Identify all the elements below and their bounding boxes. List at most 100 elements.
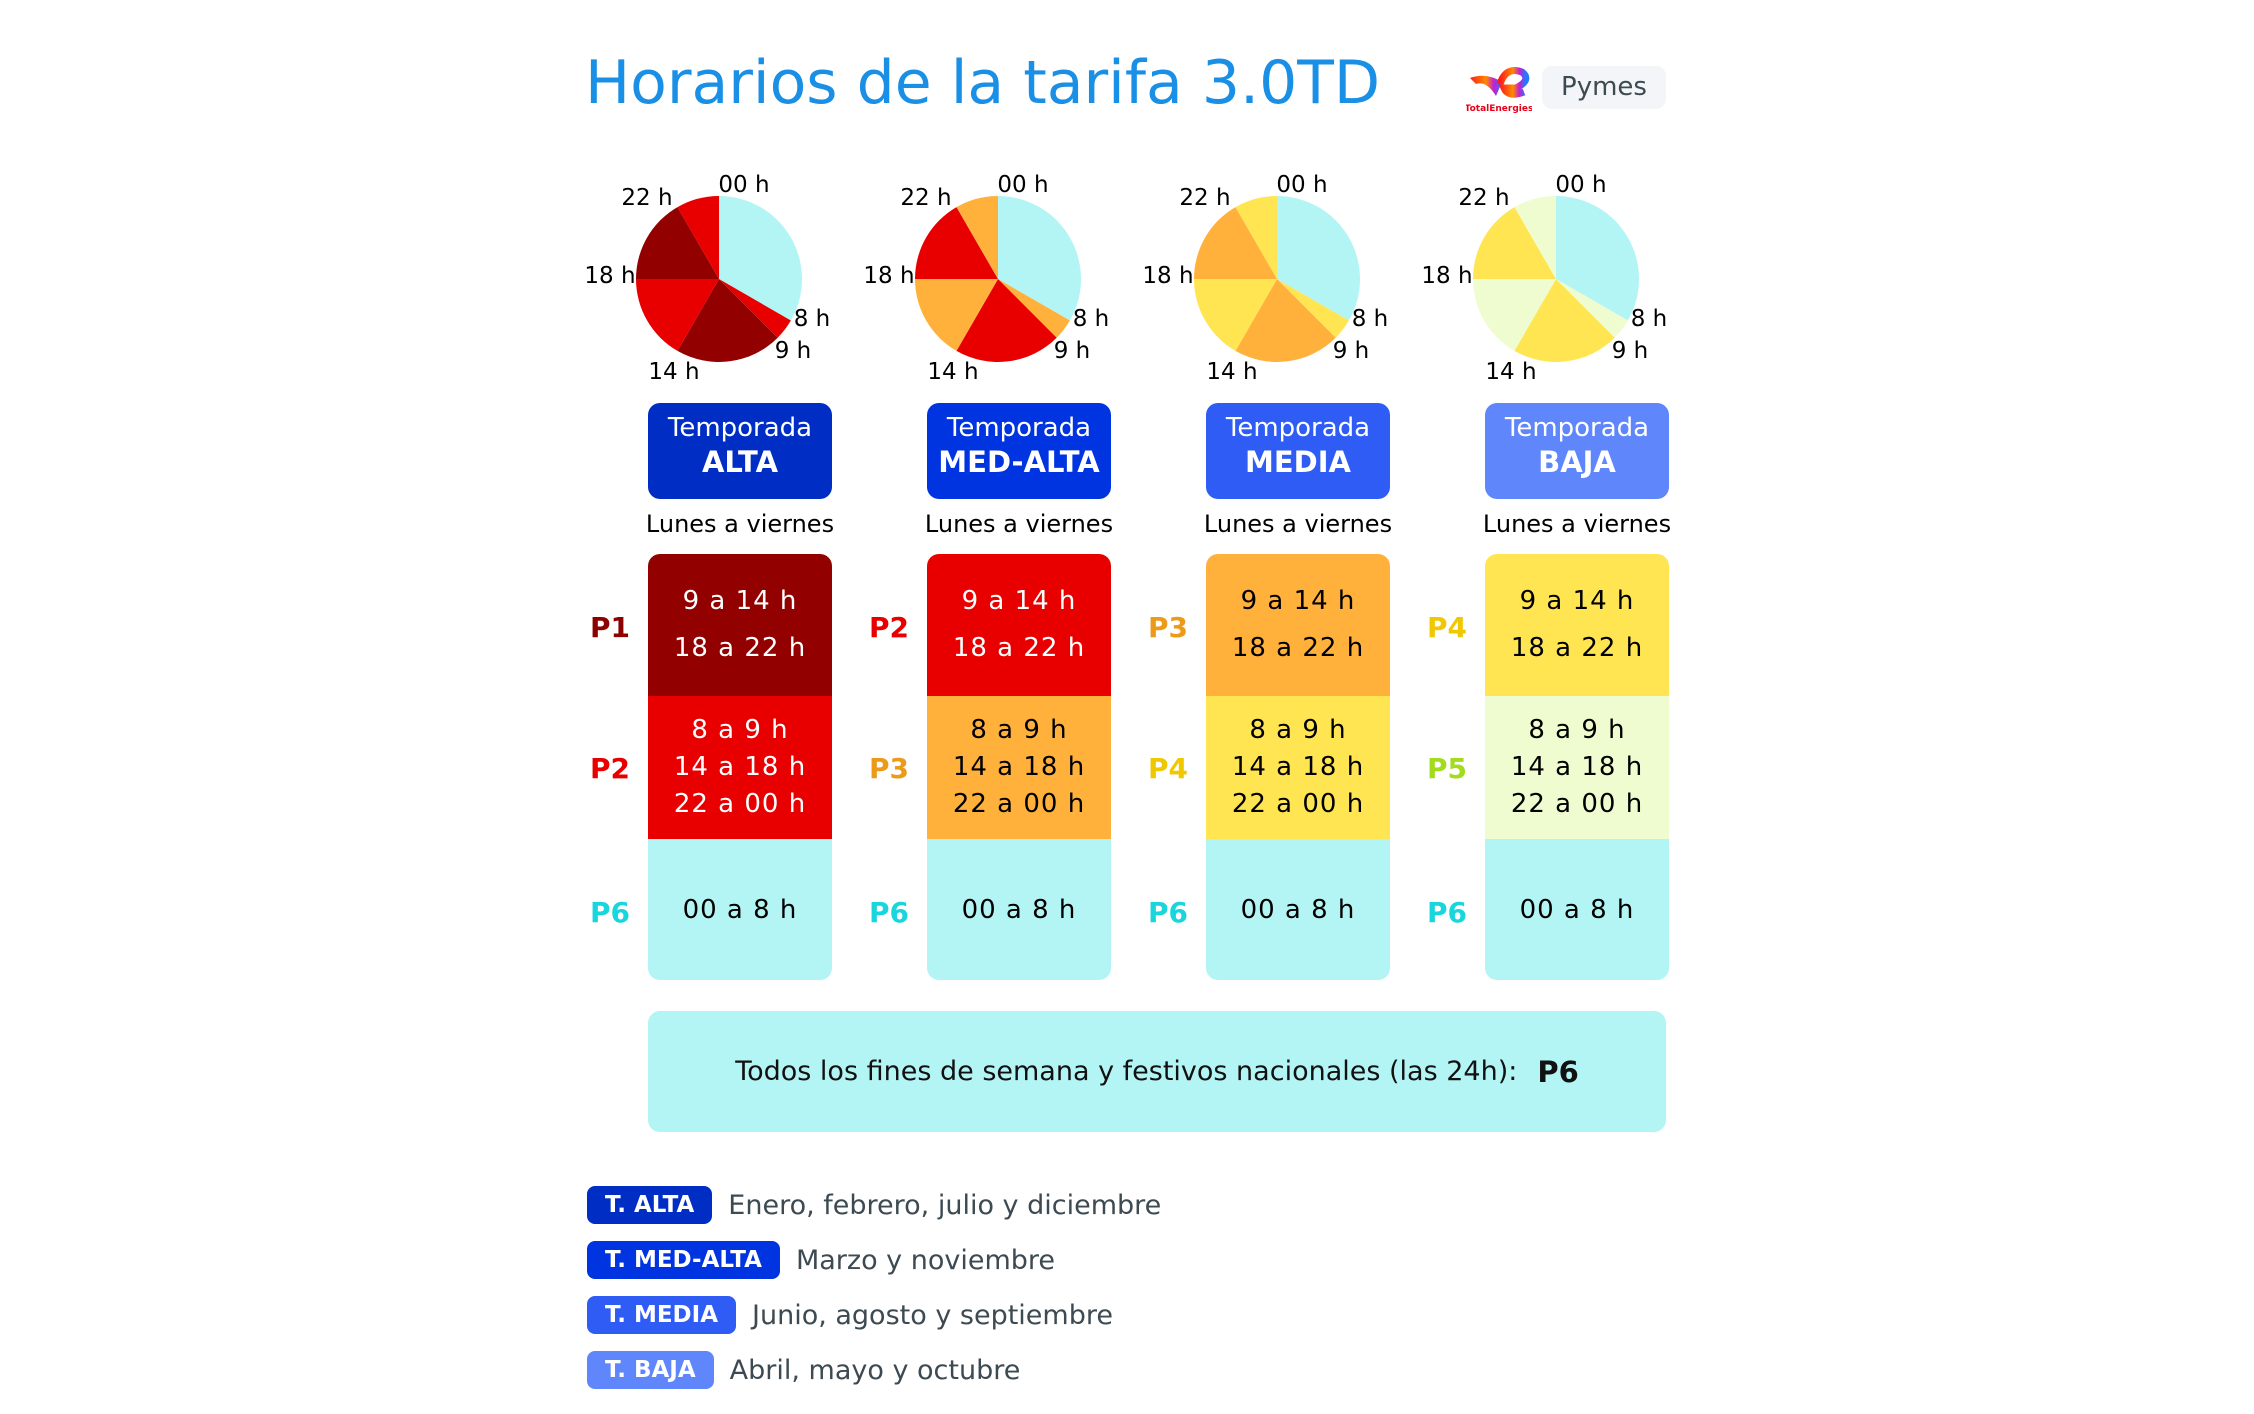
period-segment-p5: 8 a 9 h 14 a 18 h 22 a 00 h [1485, 696, 1669, 839]
period-label: P3 [1148, 611, 1189, 644]
time-range: 9 a 14 h [961, 586, 1077, 616]
pie-hour-label: 8 h [1631, 306, 1668, 332]
pie-hour-label: 00 h [1555, 172, 1606, 198]
time-range: 22 a 00 h [1231, 789, 1365, 819]
schedule-block: 9 a 14 h 18 a 22 h 8 a 9 h 14 a 18 h 22 a 00… [1206, 554, 1390, 980]
pie-slice-p2 [915, 207, 998, 279]
time-range: 8 a 9 h [970, 715, 1068, 745]
season-prefix: Temporada [1504, 413, 1650, 443]
period-label: P4 [1427, 611, 1468, 644]
pie-hour-label: 8 h [1073, 306, 1110, 332]
schedule-pie: 00 h 8 h 9 h 14 h 18 h 22 h [1421, 172, 1667, 385]
period-label: P2 [590, 751, 631, 785]
pie-hour-label: 8 h [794, 306, 831, 332]
period-segment-p6: 00 a 8 h [927, 839, 1111, 980]
legend-item: T. BAJA Abril, mayo y octubre [587, 1351, 1020, 1389]
schedule-pie: 00 h 8 h 9 h 14 h 18 h 22 h [1142, 172, 1388, 385]
pie-hour-label: 22 h [1179, 185, 1230, 211]
pie-slice-p6 [719, 196, 802, 321]
period-segment-p6: 00 a 8 h [1485, 839, 1669, 980]
pie-hour-label: 22 h [1458, 185, 1509, 211]
legend-badge: T. ALTA [587, 1186, 713, 1224]
time-range: 8 a 9 h [1249, 715, 1347, 745]
pie-slice-p1 [636, 207, 719, 279]
time-range: 22 a 00 h [673, 789, 807, 819]
time-range: 14 a 18 h [952, 752, 1086, 782]
legend-badge: T. MED-ALTA [587, 1241, 780, 1279]
legend-item: T. MED-ALTA Marzo y noviembre [587, 1241, 1055, 1279]
pie-slice-p2 [956, 279, 1057, 362]
pie-hour-label: 18 h [1142, 263, 1193, 289]
season-column-alta: 00 h 8 h 9 h 14 h 18 h 22 h Temporada ALTA Lunes… [584, 0, 834, 1000]
pie-hour-label: 00 h [1276, 172, 1327, 198]
pie-hour-label: 18 h [1421, 263, 1472, 289]
page-title: Horarios de la tarifa 3.0TD [585, 48, 1381, 118]
pie-hour-label: 9 h [775, 338, 812, 364]
period-segment-p3: 9 a 14 h 18 a 22 h [1206, 554, 1390, 696]
weekend-period: P6 [1537, 1054, 1579, 1089]
time-range: 14 a 18 h [1510, 752, 1644, 782]
period-label: P2 [869, 611, 910, 644]
period-segment-p2: 9 a 14 h 18 a 22 h [927, 554, 1111, 696]
time-range: 22 a 00 h [1510, 789, 1644, 819]
pie-hour-label: 9 h [1054, 338, 1091, 364]
legend-item: T. MEDIA Junio, agosto y septiembre [587, 1296, 1113, 1334]
pie-slice-p2 [719, 279, 791, 338]
pie-slice-p2 [636, 279, 719, 351]
period-label: P3 [869, 751, 910, 785]
time-range: 18 a 22 h [673, 633, 807, 663]
legend-months: Abril, mayo y octubre [729, 1354, 1021, 1386]
pie-hour-label: 9 h [1333, 338, 1370, 364]
time-range: 18 a 22 h [1231, 633, 1365, 663]
season-name: ALTA [701, 445, 779, 479]
season-badge: Temporada MEDIA [1206, 403, 1390, 499]
weekday-label: Lunes a viernes [1203, 510, 1393, 538]
period-segment-p1: 9 a 14 h 18 a 22 h [648, 554, 832, 696]
pie-hour-label: 00 h [997, 172, 1048, 198]
period-label: P4 [1148, 751, 1189, 785]
season-badge: Temporada MED-ALTA [927, 403, 1111, 499]
period-label: P1 [590, 611, 631, 644]
time-range: 00 a 8 h [1519, 894, 1635, 925]
pie-hour-label: 14 h [1485, 359, 1536, 385]
pie-slice-p2 [677, 196, 719, 279]
weekday-label: Lunes a viernes [645, 510, 835, 538]
pie-hour-label: 9 h [1612, 338, 1649, 364]
period-segment-p4: 8 a 9 h 14 a 18 h 22 a 00 h [1206, 696, 1390, 839]
totalenergies-logo: TotalEnergies [1466, 67, 1532, 114]
season-column-media: 00 h 8 h 9 h 14 h 18 h 22 h Temporada MEDIA Lune… [1142, 0, 1392, 1000]
time-range: 8 a 9 h [1528, 715, 1626, 745]
period-segment-p6: 00 a 8 h [1206, 839, 1390, 980]
pie-hour-label: 00 h [718, 172, 769, 198]
pie-slice-p6 [1277, 196, 1360, 321]
time-range: 18 a 22 h [952, 633, 1086, 663]
pie-slice-p5 [1473, 279, 1556, 351]
pie-slice-p5 [1514, 196, 1556, 279]
pie-hour-label: 18 h [863, 263, 914, 289]
legend-months: Junio, agosto y septiembre [752, 1299, 1113, 1331]
pymes-badge[interactable]: Pymes [1542, 66, 1666, 109]
pie-slice-p4 [1514, 279, 1615, 362]
pie-slice-p4 [1235, 196, 1277, 279]
pie-hour-label: 22 h [621, 185, 672, 211]
weekend-note: Todos los fines de semana y festivos nac… [648, 1011, 1666, 1132]
period-label: P6 [590, 895, 631, 929]
schedule-block: 9 a 14 h 18 a 22 h 8 a 9 h 14 a 18 h 22 a 00… [648, 554, 832, 980]
period-segment-p3: 8 a 9 h 14 a 18 h 22 a 00 h [927, 696, 1111, 839]
season-badge: Temporada BAJA [1485, 403, 1669, 499]
time-range: 9 a 14 h [1519, 586, 1635, 616]
period-segment-p4: 9 a 14 h 18 a 22 h [1485, 554, 1669, 696]
season-prefix: Temporada [1225, 413, 1371, 443]
pie-slice-p6 [998, 196, 1081, 321]
season-column-baja: 00 h 8 h 9 h 14 h 18 h 22 h Temporada BAJA Lunes… [1421, 0, 1671, 1000]
legend-badge: T. MEDIA [587, 1296, 736, 1334]
pie-slice-p3 [998, 279, 1070, 338]
time-range: 00 a 8 h [961, 894, 1077, 925]
time-range: 9 a 14 h [682, 586, 798, 616]
pie-slice-p4 [1194, 279, 1277, 351]
season-name: BAJA [1538, 445, 1616, 479]
legend-months: Marzo y noviembre [795, 1244, 1056, 1276]
schedule-pie: 00 h 8 h 9 h 14 h 18 h 22 h [584, 172, 830, 385]
period-segment-p2: 8 a 9 h 14 a 18 h 22 a 00 h [648, 696, 832, 839]
